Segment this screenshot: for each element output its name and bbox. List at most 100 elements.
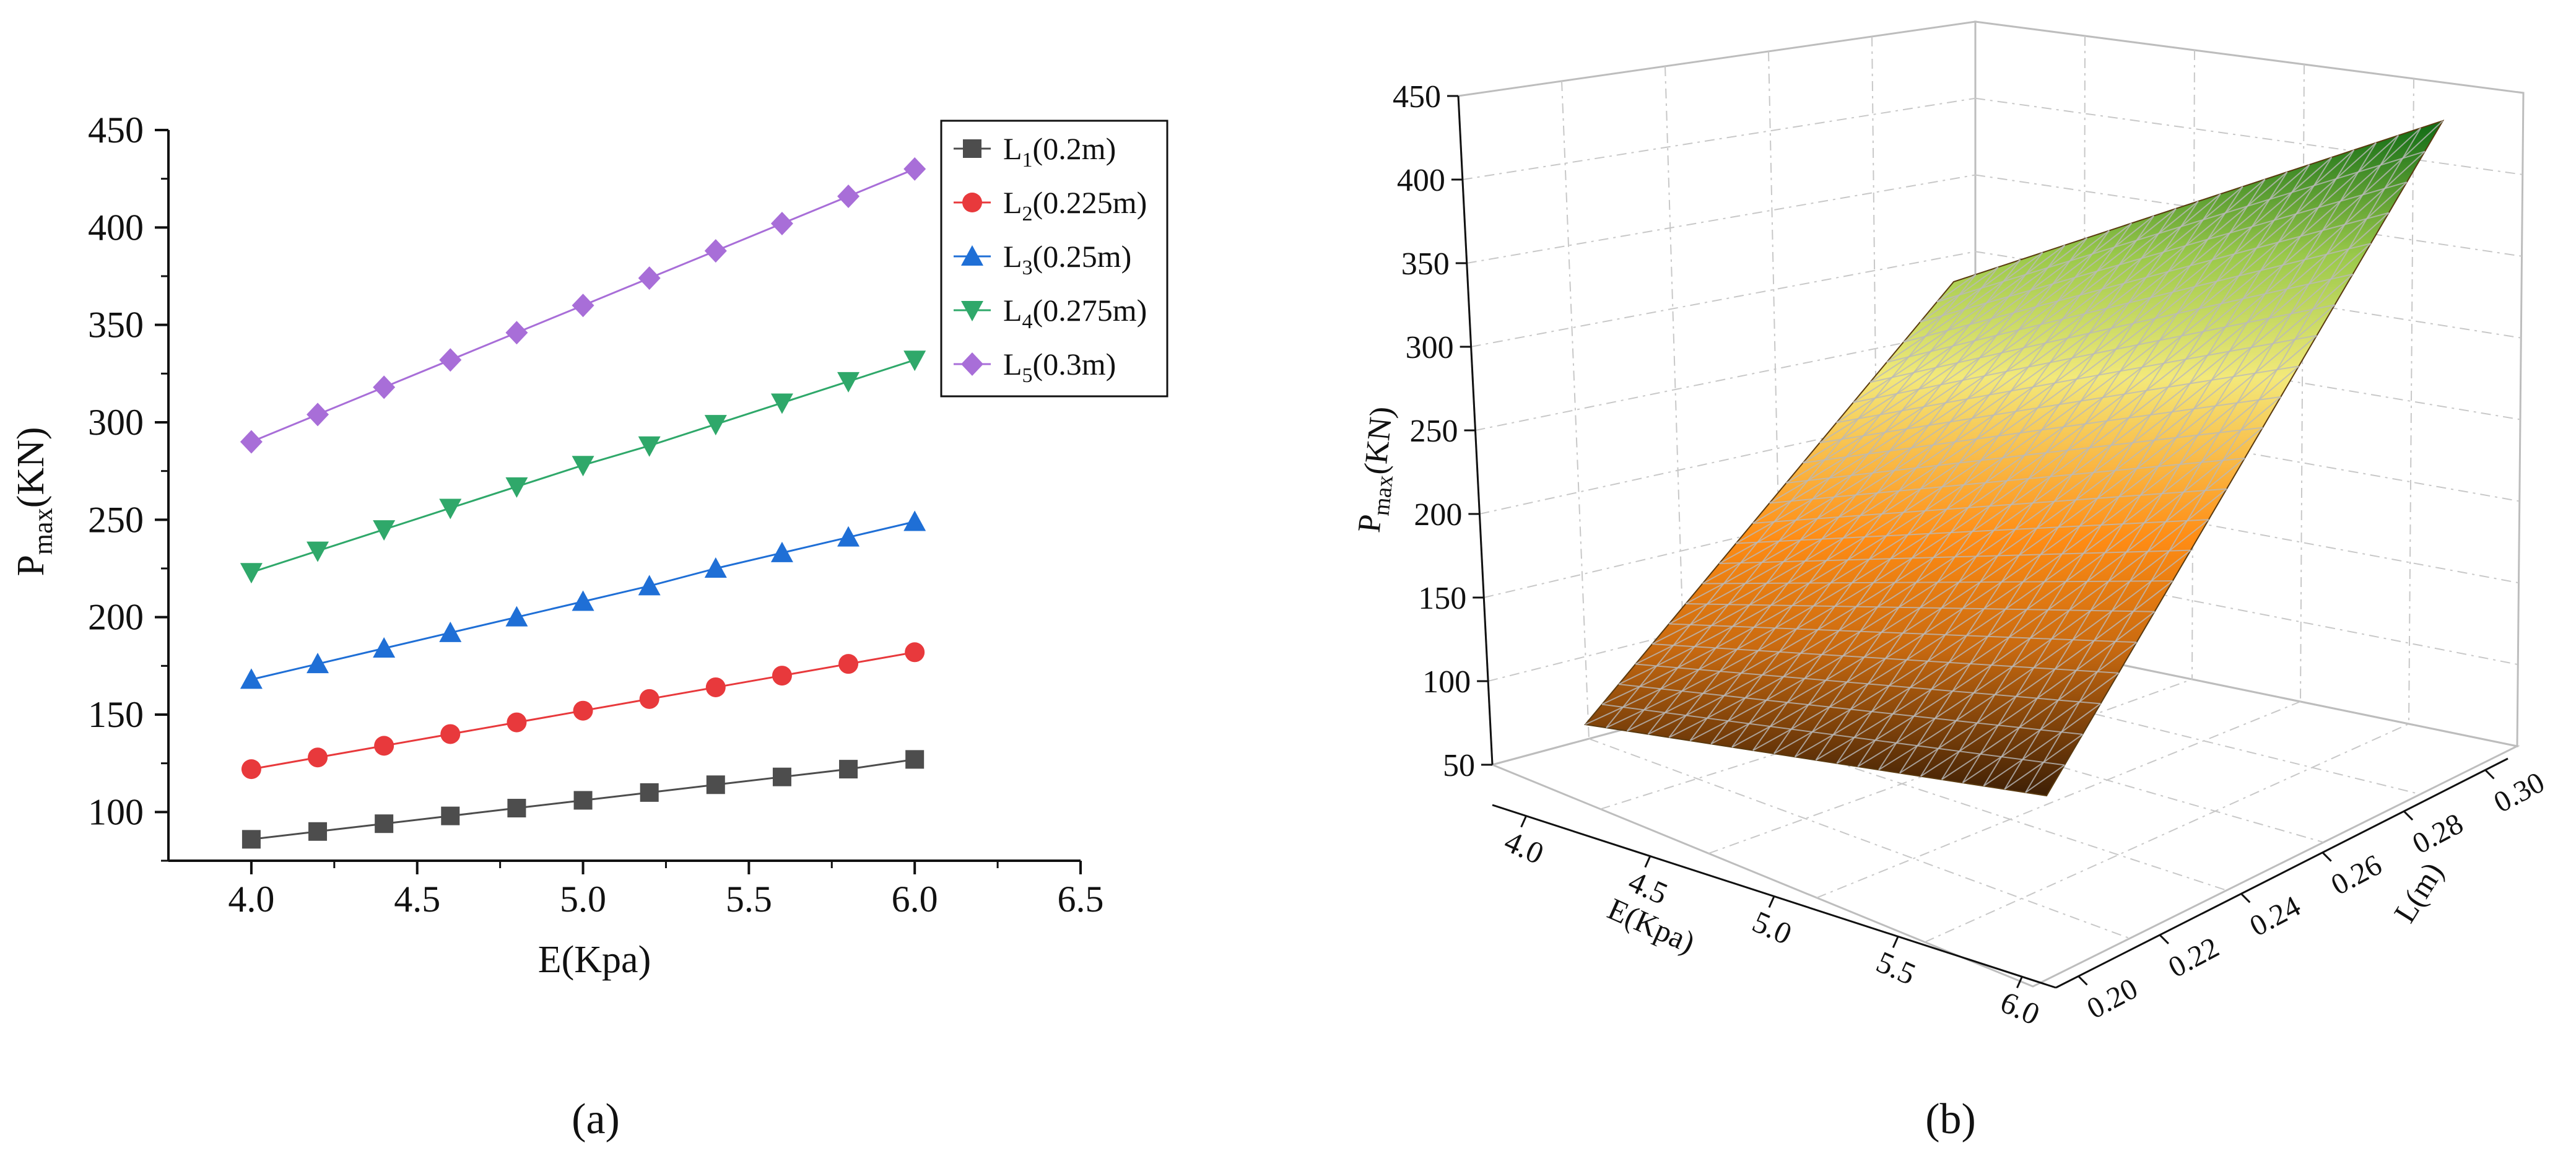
legend-label-3: L3(0.25m) [1003,239,1131,279]
data-point-s4 [307,541,329,562]
z-tick-label: 250 [1410,414,1458,449]
x-tick-label-3d: 4.0 [1500,824,1549,871]
data-point-s4 [240,563,263,584]
wall-grid-line [1462,97,1976,180]
legend-label-4: L4(0.275m) [1003,293,1147,333]
mesh-diagonal [1718,178,2266,564]
mesh-diagonal [1651,149,2355,645]
data-point-s3 [638,575,661,596]
x-tick-label: 6.5 [1058,879,1104,920]
data-point-s1 [640,783,659,802]
mesh-diagonal [1731,335,2318,748]
mesh-diagonal [1786,208,2177,484]
data-point-s5 [837,184,860,208]
data-point-s4 [505,477,528,498]
floor-grid-line [1588,738,2130,939]
mesh-diagonal [1853,237,2088,403]
legend-marker [962,193,982,212]
mesh-diagonal [1886,251,2043,363]
data-point-s1 [706,775,725,794]
mesh-diagonal [1795,427,2263,758]
wall-grid-line [1664,66,1686,713]
data-point-s1 [242,830,261,849]
x-tick-label-3d: 5.5 [1871,944,1921,992]
data-point-s3 [505,606,528,627]
x-tick-label: 4.0 [228,879,274,920]
mesh-diagonal [1668,157,2333,625]
mesh-diagonal [1702,171,2288,585]
data-point-s1 [772,767,791,786]
data-point-s3 [307,653,329,674]
z-tick-label: 300 [1406,330,1454,365]
mesh-diagonal [1869,245,2066,383]
data-point-s4 [439,498,462,520]
mesh-diagonal [1920,611,2156,777]
z-tick-label: 200 [1414,497,1462,533]
mesh-diagonal [1752,365,2299,751]
mesh-diagonal [1689,273,2354,742]
x-tick-3d [1768,895,1775,908]
wall-grid-line [1561,80,1590,739]
x-tick-3d [1520,816,1527,828]
panel-a: 100 150 200 250 300 350 400 450 4.0 4.5 5.0 5.5 6.0… [10,110,1168,1143]
wall-grid-line [1471,251,1976,347]
panel-b: 501001502002503003504004504.04.55.05.56.… [1352,20,2550,1143]
data-point-s4 [572,456,594,477]
data-point-s2 [705,677,726,697]
floor-grid-line [1708,679,2193,855]
wall-grid-line [1975,97,2523,175]
wall-grid-line [2408,78,2414,724]
data-point-s1 [375,814,394,833]
y-tick-label-3d: 0.24 [2244,889,2305,942]
mesh-diagonal [1819,222,2132,443]
mesh-diagonal [1899,580,2174,774]
mesh-diagonal [1962,672,2119,783]
y-tick-label: 350 [88,305,144,346]
legend-label-2: L2(0.225m) [1003,185,1147,225]
data-point-s5 [307,402,329,427]
data-point-s4 [638,436,661,457]
data-point-s3 [439,621,462,642]
data-point-s2 [573,700,593,721]
x-tick-label-3d: 5.0 [1747,904,1797,952]
data-point-s2 [639,689,659,709]
legend-label-5: L5(0.3m) [1003,347,1116,387]
y-tick-label: 450 [88,110,144,150]
wall-grid-line [1479,404,1976,515]
mesh-diagonal [1685,164,2310,604]
legend-marker [961,352,983,376]
data-point-s4 [837,372,860,393]
legend-marker [961,245,983,266]
mesh-diagonal [1936,274,1977,303]
y-tick-label: 250 [88,499,144,540]
y-tick-label: 150 [88,694,144,735]
wall-grid-line [2300,64,2305,702]
mesh-diagonal [1606,150,2426,729]
data-point-s5 [572,294,594,318]
surface-mesh [1585,120,2443,793]
mesh-diagonal [1735,186,2243,544]
data-point-s5 [770,212,793,236]
mesh-diagonal [2004,734,2083,790]
panel-label-a: (a) [572,1095,620,1143]
y-tick-label-3d: 0.22 [2163,931,2224,984]
y-tick-3d [2240,893,2251,903]
wall-grid-line [1484,481,1976,598]
data-point-s1 [839,760,858,779]
data-point-s5 [240,430,263,454]
y-tick-label-3d: 0.28 [2407,807,2468,860]
mesh-diagonal [1752,193,2221,524]
data-point-s5 [903,157,926,181]
data-point-s2 [838,654,859,674]
data-point-s1 [905,750,925,769]
data-point-s1 [441,806,460,825]
z-tick-label: 100 [1422,664,1471,700]
z-tick-label: 350 [1401,246,1450,282]
mesh-diagonal [1773,396,2281,754]
mesh-diagonal [1941,642,2138,780]
y-axis-line-3d [2055,757,2509,989]
y-tick-3d [2321,851,2332,862]
x-axis-title: E(Kpa) [538,939,651,981]
y-tick-label: 300 [88,402,144,443]
y-tick-3d [2078,975,2088,986]
